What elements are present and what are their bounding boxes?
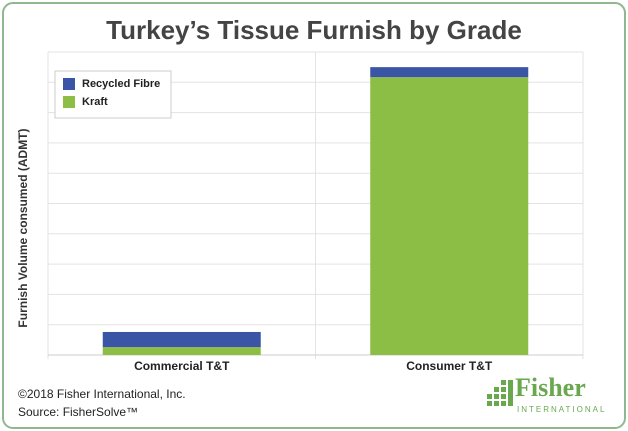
bar-segment	[370, 67, 529, 78]
logo-icon	[487, 380, 513, 406]
y-axis-label: Furnish Volume consumed (ADMT)	[16, 128, 30, 327]
logo-sub: INTERNATIONAL	[517, 405, 606, 414]
chart-title: Turkey’s Tissue Furnish by Grade	[106, 15, 522, 45]
x-tick-label: Consumer T&T	[406, 359, 493, 373]
bar-segment	[370, 77, 529, 356]
bar-segment	[102, 331, 261, 348]
x-tick-label: Commercial T&T	[134, 359, 230, 373]
source: Source: FisherSolve™	[18, 405, 138, 419]
legend-swatch	[63, 96, 75, 108]
legend-swatch	[63, 78, 75, 90]
legend-label: Kraft	[82, 96, 108, 108]
copyright: ©2018 Fisher International, Inc.	[18, 387, 186, 401]
bar-segment	[102, 347, 261, 355]
legend-label: Recycled Fibre	[82, 78, 160, 90]
logo-name: Fisher	[515, 373, 586, 402]
